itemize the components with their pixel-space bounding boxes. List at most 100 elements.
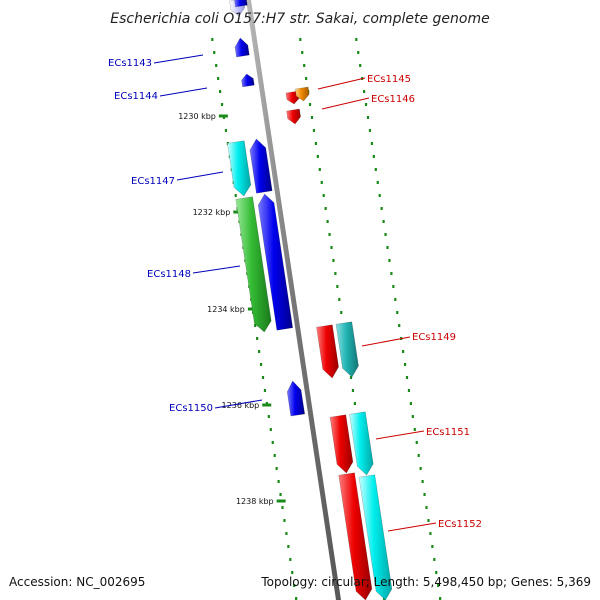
guide-dot	[421, 480, 424, 483]
gene-feature-ecs1152-red	[338, 472, 373, 600]
guide-dot	[312, 129, 316, 132]
guide-dot	[217, 77, 220, 80]
gene-labels: ECs1143 ECs1144 ECs1145 ECs1146 ECs1147 ECs11…	[108, 54, 482, 532]
guide-dot	[258, 350, 261, 353]
scale-tick-label: 1232 kbp	[193, 208, 231, 217]
guide-dot	[384, 233, 387, 236]
guide-dot	[370, 142, 373, 145]
guide-dot	[429, 532, 432, 535]
guide-dot	[366, 116, 370, 119]
guide-dot	[409, 402, 412, 405]
guide-dot	[392, 285, 395, 288]
gene-label-ecs1144[interactable]: ECs1144	[114, 91, 158, 102]
gene-label-leader	[317, 77, 366, 90]
guide-dot	[372, 155, 375, 158]
guide-dot	[363, 90, 366, 93]
guide-dot	[411, 415, 414, 418]
guide-dot	[316, 155, 319, 158]
guide-dot	[368, 129, 372, 132]
gene-label-leader	[159, 87, 208, 97]
guide-dot	[254, 324, 257, 327]
gene-label-leader	[176, 171, 224, 181]
scale-tick-label: 1238 kbp	[236, 497, 274, 506]
gene-label-leader	[153, 54, 204, 64]
gene-label-ecs1148[interactable]: ECs1148	[147, 269, 191, 280]
guide-dot	[415, 441, 418, 444]
gene-label-leader	[192, 265, 241, 274]
guide-dot	[437, 584, 440, 587]
guide-dot	[402, 350, 405, 353]
guide-dot	[287, 545, 290, 548]
guide-dot	[299, 38, 302, 41]
gene-label-ecs1147[interactable]: ECs1147	[131, 176, 175, 187]
guide-dot	[427, 519, 430, 522]
dotted-guides	[211, 38, 442, 600]
gene-feature-ecs1145	[294, 86, 310, 102]
guide-dot	[419, 467, 422, 470]
guide-dot	[396, 311, 399, 314]
gene-feature-ecs1147	[249, 138, 273, 194]
genome-title: Escherichia coli O157:H7 str. Sakai, com…	[110, 11, 489, 27]
guide-dot	[353, 402, 356, 405]
gene-label-ecs1146[interactable]: ECs1146	[371, 94, 415, 105]
guide-dot	[394, 298, 397, 301]
guide-dot	[376, 181, 379, 184]
guide-dot	[211, 38, 214, 41]
gene-feature-ecs1151	[349, 411, 374, 476]
guide-dot	[322, 194, 325, 197]
guide-dot	[220, 103, 224, 106]
gene-feature-ecs1143	[234, 37, 250, 58]
guide-dot	[403, 363, 407, 366]
gene-label-ecs1143[interactable]: ECs1143	[108, 58, 152, 69]
guide-dot	[215, 64, 218, 67]
gene-features	[227, 0, 393, 600]
guide-dot	[338, 298, 341, 301]
guide-dot	[267, 415, 270, 418]
guide-dot	[263, 389, 267, 392]
guide-dot	[330, 246, 333, 249]
gene-label-ecs1149[interactable]: ECs1149	[412, 332, 456, 343]
guide-dot	[219, 90, 222, 93]
guide-dot	[326, 220, 329, 223]
guide-dot	[435, 571, 438, 574]
gene-feature-ecs1149	[335, 321, 359, 378]
guide-dot	[407, 389, 411, 392]
guide-dot	[301, 51, 304, 54]
guide-dot	[423, 493, 426, 496]
guide-dot	[318, 168, 321, 171]
guide-dot	[332, 259, 335, 262]
genome-backbone	[246, 0, 341, 600]
guide-dot	[378, 194, 381, 197]
guide-dot	[310, 116, 314, 119]
gene-label-ecs1151[interactable]: ECs1151	[426, 427, 470, 438]
guide-dot	[425, 506, 428, 509]
scale-tick-label: 1236 kbp	[222, 401, 260, 410]
guide-dot	[355, 38, 358, 41]
guide-dot	[305, 77, 308, 80]
gene-feature-ecs1147-cyan	[227, 140, 252, 197]
scale-tick	[218, 114, 228, 118]
gene-label-ecs1152[interactable]: ECs1152	[438, 519, 482, 530]
guide-dot	[291, 571, 294, 574]
gene-feature-ecs1151-red	[329, 414, 354, 474]
guide-dot	[382, 220, 385, 223]
scale-tick	[276, 499, 286, 503]
guide-dot	[295, 597, 298, 600]
scale-tick	[262, 403, 272, 407]
guide-dot	[289, 558, 292, 561]
guide-dot	[433, 558, 436, 561]
guide-dot	[281, 506, 284, 509]
guide-dot	[340, 311, 343, 314]
gene-label-leader	[387, 522, 437, 532]
gene-feature-ecs1144	[241, 73, 255, 88]
guide-dot	[405, 376, 409, 379]
gene-label-ecs1145[interactable]: ECs1145	[367, 74, 411, 85]
guide-dot	[234, 194, 237, 197]
guide-dot	[380, 207, 383, 210]
guide-dot	[324, 207, 327, 210]
guide-dot	[351, 389, 355, 392]
gene-label-ecs1150[interactable]: ECs1150	[169, 403, 213, 414]
guide-dot	[386, 246, 389, 249]
guide-dot	[417, 454, 420, 457]
